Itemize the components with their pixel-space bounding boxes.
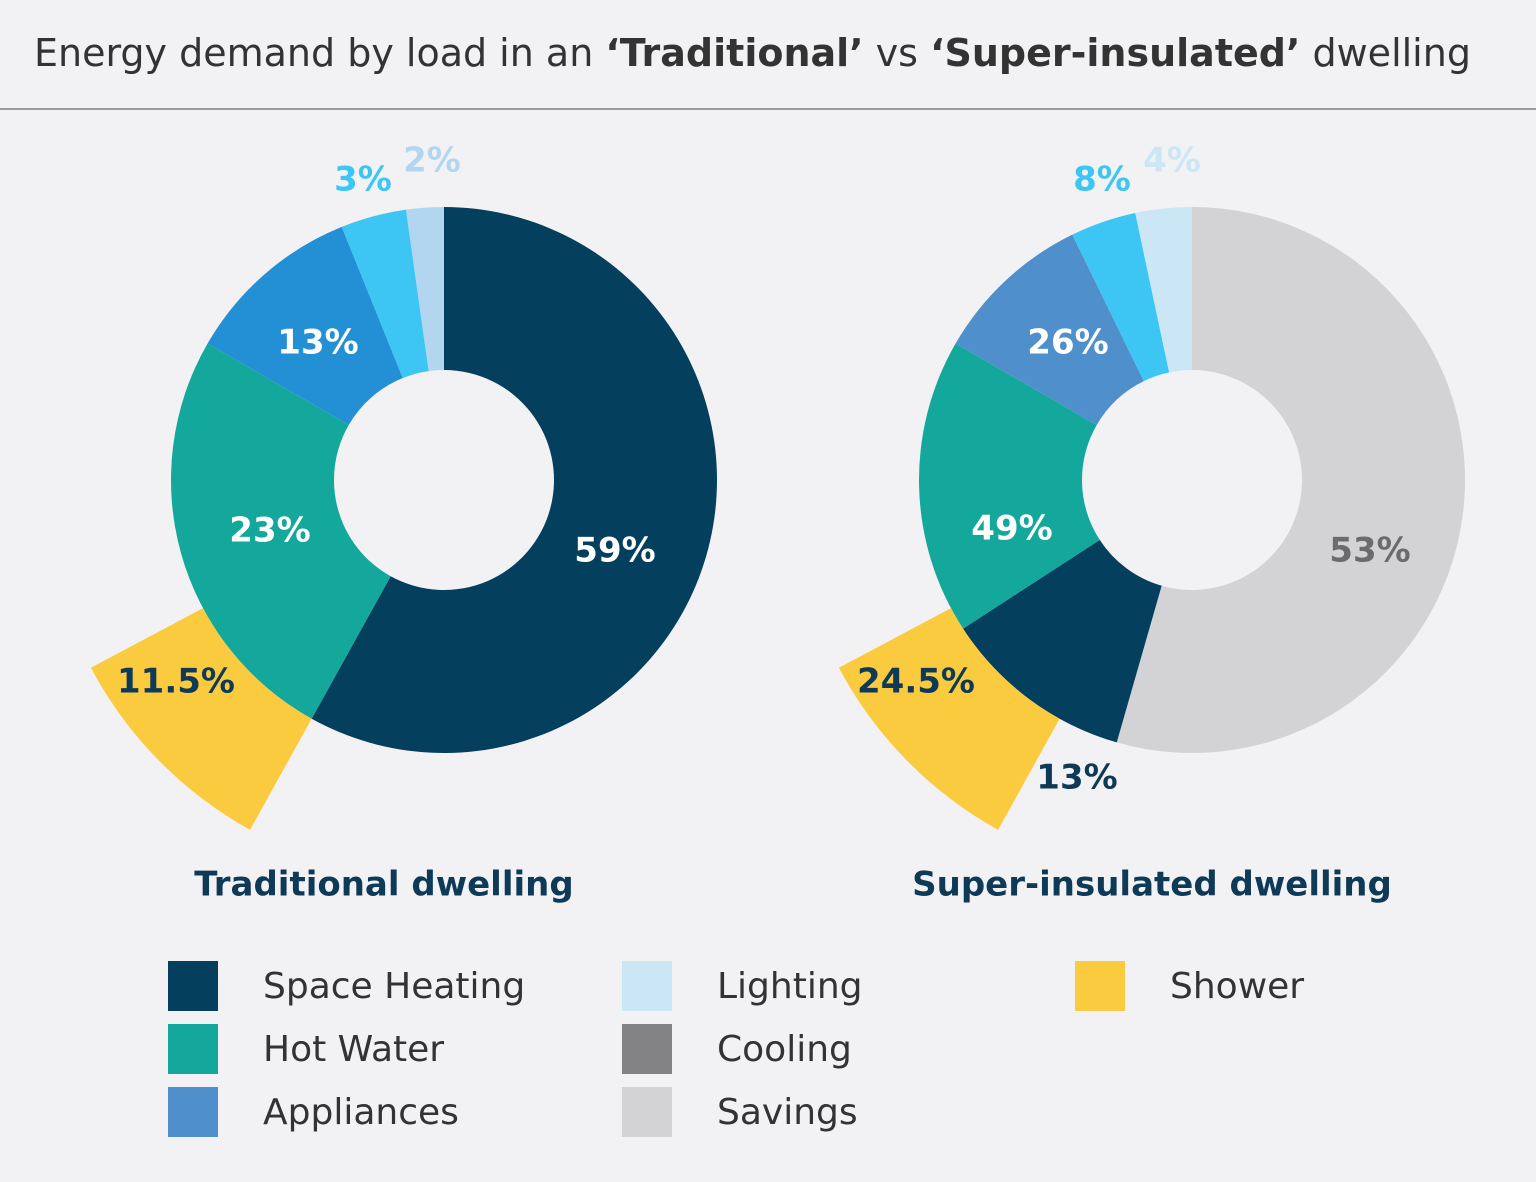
slice-lighting xyxy=(1135,207,1192,373)
slice-shower xyxy=(838,608,1060,830)
label-lighting: 2% xyxy=(403,141,461,181)
label-shower: 24.5% xyxy=(857,662,975,702)
chart-title: Super-insulated dwelling xyxy=(912,865,1392,905)
donut-traditional-dwelling: 59% 23% 13% 3% 2% 11.5% Traditional dwelling xyxy=(90,141,718,905)
slice-hot-water xyxy=(171,343,391,719)
label-cooling: 8% xyxy=(1073,160,1131,200)
title-part: ‘Super-insulated’ xyxy=(930,31,1301,75)
title-part: Energy demand by load in an xyxy=(34,31,606,75)
label-hot-water: 49% xyxy=(971,509,1052,549)
slice-cooling xyxy=(341,209,429,379)
donut-super-insulated-dwelling: 53% 13% 49% 26% 8% 4% 24.5% Super-insulated dwe… xyxy=(838,141,1466,905)
title-part: ‘Traditional’ xyxy=(605,31,864,75)
label-appliances: 13% xyxy=(277,323,358,363)
slice-space-heating xyxy=(311,207,718,753)
label-shower: 11.5% xyxy=(117,662,235,702)
slice-savings xyxy=(1116,207,1466,753)
slice-lighting xyxy=(406,207,444,372)
slice-appliances xyxy=(955,234,1144,425)
title-part: dwelling xyxy=(1300,31,1471,75)
slice-shower xyxy=(90,608,312,830)
slice-cooling xyxy=(1072,212,1170,382)
slice-appliances xyxy=(207,226,403,425)
label-savings: 53% xyxy=(1329,531,1410,571)
label-hot-water: 23% xyxy=(229,511,310,551)
label-space-heating: 59% xyxy=(574,531,655,571)
label-lighting: 4% xyxy=(1143,141,1201,181)
chart-header: Energy demand by load in an ‘Traditional… xyxy=(0,0,1536,110)
slice-hot-water xyxy=(919,343,1100,629)
page-title: Energy demand by load in an ‘Traditional… xyxy=(34,26,1471,80)
label-cooling: 3% xyxy=(334,160,392,200)
title-part: vs xyxy=(863,31,931,75)
label-space-heating: 13% xyxy=(1036,758,1117,798)
label-appliances: 26% xyxy=(1027,323,1108,363)
chart-title: Traditional dwelling xyxy=(194,865,573,905)
slice-space-heating xyxy=(963,539,1162,743)
